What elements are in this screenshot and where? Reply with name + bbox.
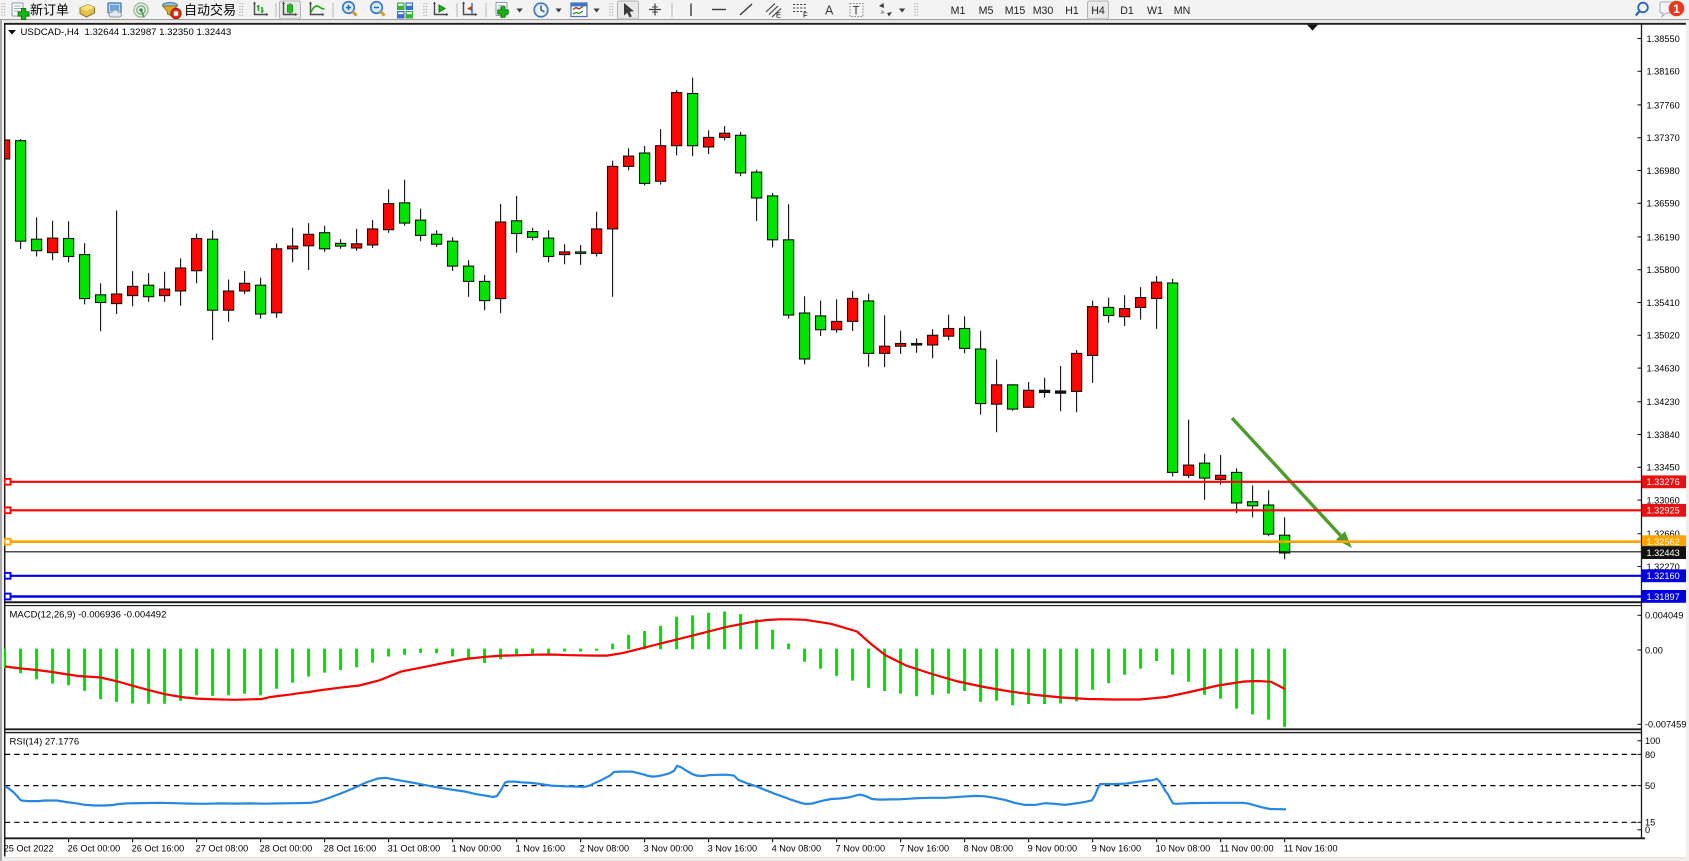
svg-text:1.35800: 1.35800 bbox=[1647, 265, 1680, 275]
svg-text:8 Nov 08:00: 8 Nov 08:00 bbox=[964, 844, 1014, 854]
svg-text:1 Nov 16:00: 1 Nov 16:00 bbox=[516, 844, 566, 854]
svg-text:1.38160: 1.38160 bbox=[1647, 67, 1680, 77]
svg-text:1.34230: 1.34230 bbox=[1647, 397, 1680, 407]
svg-text:25 Oct 2022: 25 Oct 2022 bbox=[4, 844, 54, 854]
svg-text:M5: M5 bbox=[979, 5, 994, 17]
svg-text:0.00: 0.00 bbox=[1645, 645, 1663, 655]
svg-text:50: 50 bbox=[1645, 781, 1655, 791]
svg-text:H4: H4 bbox=[1091, 5, 1105, 17]
svg-text:3 Nov 16:00: 3 Nov 16:00 bbox=[708, 844, 758, 854]
svg-text:自动交易: 自动交易 bbox=[184, 3, 236, 18]
svg-text:新订单: 新订单 bbox=[30, 3, 69, 18]
svg-text:1.37370: 1.37370 bbox=[1647, 133, 1680, 143]
svg-text:26 Oct 00:00: 26 Oct 00:00 bbox=[68, 844, 121, 854]
svg-text:1.35020: 1.35020 bbox=[1647, 331, 1680, 341]
svg-text:80: 80 bbox=[1645, 750, 1655, 760]
svg-text:31 Oct 08:00: 31 Oct 08:00 bbox=[388, 844, 441, 854]
svg-text:1.32270: 1.32270 bbox=[1647, 562, 1680, 572]
svg-text:M1: M1 bbox=[951, 5, 966, 17]
svg-text:MACD(12,26,9) -0.006936 -0.004: MACD(12,26,9) -0.006936 -0.004492 bbox=[10, 610, 167, 621]
svg-text:USDCAD-,H4 1.32644 1.32987 1.: USDCAD-,H4 1.32644 1.32987 1.32350 1.324… bbox=[21, 27, 232, 38]
svg-text:1.37760: 1.37760 bbox=[1647, 100, 1680, 110]
svg-text:10 Nov 08:00: 10 Nov 08:00 bbox=[1156, 844, 1211, 854]
svg-text:0: 0 bbox=[1645, 825, 1650, 835]
svg-text:-0.007459: -0.007459 bbox=[1645, 720, 1686, 730]
svg-text:RSI(14) 27.1776: RSI(14) 27.1776 bbox=[10, 737, 80, 748]
svg-text:28 Oct 00:00: 28 Oct 00:00 bbox=[260, 844, 313, 854]
svg-text:28 Oct 16:00: 28 Oct 16:00 bbox=[324, 844, 377, 854]
svg-text:1.36190: 1.36190 bbox=[1647, 232, 1680, 242]
svg-text:2 Nov 08:00: 2 Nov 08:00 bbox=[580, 844, 630, 854]
svg-text:E: E bbox=[776, 11, 781, 20]
svg-text:100: 100 bbox=[1645, 736, 1660, 746]
svg-text:1.35410: 1.35410 bbox=[1647, 298, 1680, 308]
svg-text:11 Nov 00:00: 11 Nov 00:00 bbox=[1220, 844, 1274, 854]
svg-text:1.36980: 1.36980 bbox=[1647, 166, 1680, 176]
svg-text:7 Nov 16:00: 7 Nov 16:00 bbox=[900, 844, 950, 854]
svg-text:9 Nov 16:00: 9 Nov 16:00 bbox=[1092, 844, 1142, 854]
svg-text:1.32925: 1.32925 bbox=[1647, 506, 1680, 516]
svg-text:1.32443: 1.32443 bbox=[1647, 548, 1680, 558]
svg-text:1.33276: 1.33276 bbox=[1647, 477, 1680, 487]
svg-text:1.33060: 1.33060 bbox=[1647, 496, 1680, 506]
svg-text:1.33840: 1.33840 bbox=[1647, 430, 1680, 440]
svg-text:1: 1 bbox=[1673, 2, 1680, 16]
svg-text:1.32562: 1.32562 bbox=[1647, 537, 1680, 547]
svg-text:H1: H1 bbox=[1065, 5, 1079, 17]
svg-text:4 Nov 08:00: 4 Nov 08:00 bbox=[772, 844, 822, 854]
svg-text:26 Oct 16:00: 26 Oct 16:00 bbox=[132, 844, 185, 854]
svg-text:0.004049: 0.004049 bbox=[1645, 611, 1683, 621]
svg-text:1.33450: 1.33450 bbox=[1647, 463, 1680, 473]
svg-text:D1: D1 bbox=[1120, 5, 1134, 17]
svg-text:M30: M30 bbox=[1033, 5, 1054, 17]
svg-text:F: F bbox=[803, 11, 808, 20]
svg-text:1.32160: 1.32160 bbox=[1647, 571, 1680, 581]
svg-text:1.32660: 1.32660 bbox=[1647, 529, 1680, 539]
svg-text:M15: M15 bbox=[1005, 5, 1026, 17]
svg-text:W1: W1 bbox=[1147, 5, 1163, 17]
svg-text:MN: MN bbox=[1174, 5, 1190, 17]
svg-text:1.38550: 1.38550 bbox=[1647, 34, 1680, 44]
svg-text:1.31897: 1.31897 bbox=[1647, 592, 1680, 602]
svg-text:11 Nov 16:00: 11 Nov 16:00 bbox=[1284, 844, 1338, 854]
svg-text:1 Nov 00:00: 1 Nov 00:00 bbox=[452, 844, 502, 854]
svg-text:T: T bbox=[853, 5, 860, 17]
svg-text:3 Nov 00:00: 3 Nov 00:00 bbox=[644, 844, 694, 854]
svg-text:15: 15 bbox=[1645, 818, 1655, 828]
svg-text:9 Nov 00:00: 9 Nov 00:00 bbox=[1028, 844, 1078, 854]
svg-text:1.36590: 1.36590 bbox=[1647, 199, 1680, 209]
svg-text:7 Nov 00:00: 7 Nov 00:00 bbox=[836, 844, 886, 854]
svg-text:1.34630: 1.34630 bbox=[1647, 364, 1680, 374]
svg-text:A: A bbox=[825, 4, 834, 18]
svg-text:27 Oct 08:00: 27 Oct 08:00 bbox=[196, 844, 249, 854]
